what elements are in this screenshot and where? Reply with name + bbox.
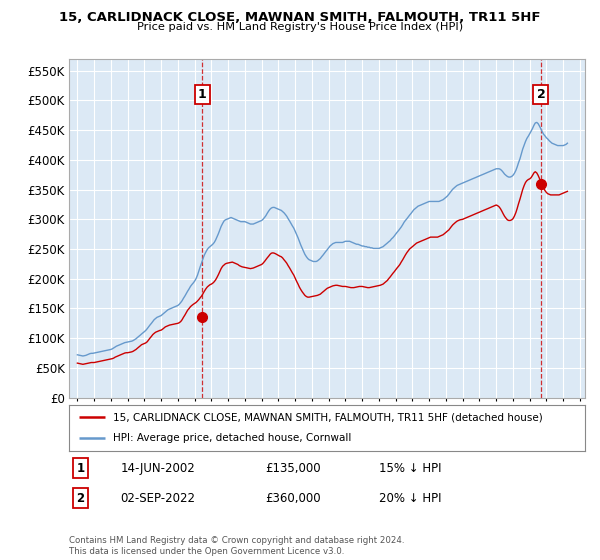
Text: 14-JUN-2002: 14-JUN-2002 bbox=[121, 461, 196, 474]
Text: 15, CARLIDNACK CLOSE, MAWNAN SMITH, FALMOUTH, TR11 5HF: 15, CARLIDNACK CLOSE, MAWNAN SMITH, FALM… bbox=[59, 11, 541, 24]
Text: 1: 1 bbox=[198, 88, 207, 101]
Text: 2: 2 bbox=[536, 88, 545, 101]
Text: HPI: Average price, detached house, Cornwall: HPI: Average price, detached house, Corn… bbox=[113, 433, 351, 444]
Text: Contains HM Land Registry data © Crown copyright and database right 2024.
This d: Contains HM Land Registry data © Crown c… bbox=[69, 536, 404, 556]
Text: £360,000: £360,000 bbox=[265, 492, 321, 505]
Text: 2: 2 bbox=[76, 492, 85, 505]
Text: 02-SEP-2022: 02-SEP-2022 bbox=[121, 492, 196, 505]
Text: 1: 1 bbox=[76, 461, 85, 474]
Text: 15% ↓ HPI: 15% ↓ HPI bbox=[379, 461, 441, 474]
Text: Price paid vs. HM Land Registry's House Price Index (HPI): Price paid vs. HM Land Registry's House … bbox=[137, 22, 463, 32]
Text: 15, CARLIDNACK CLOSE, MAWNAN SMITH, FALMOUTH, TR11 5HF (detached house): 15, CARLIDNACK CLOSE, MAWNAN SMITH, FALM… bbox=[113, 412, 542, 422]
Text: £135,000: £135,000 bbox=[265, 461, 321, 474]
Text: 20% ↓ HPI: 20% ↓ HPI bbox=[379, 492, 441, 505]
